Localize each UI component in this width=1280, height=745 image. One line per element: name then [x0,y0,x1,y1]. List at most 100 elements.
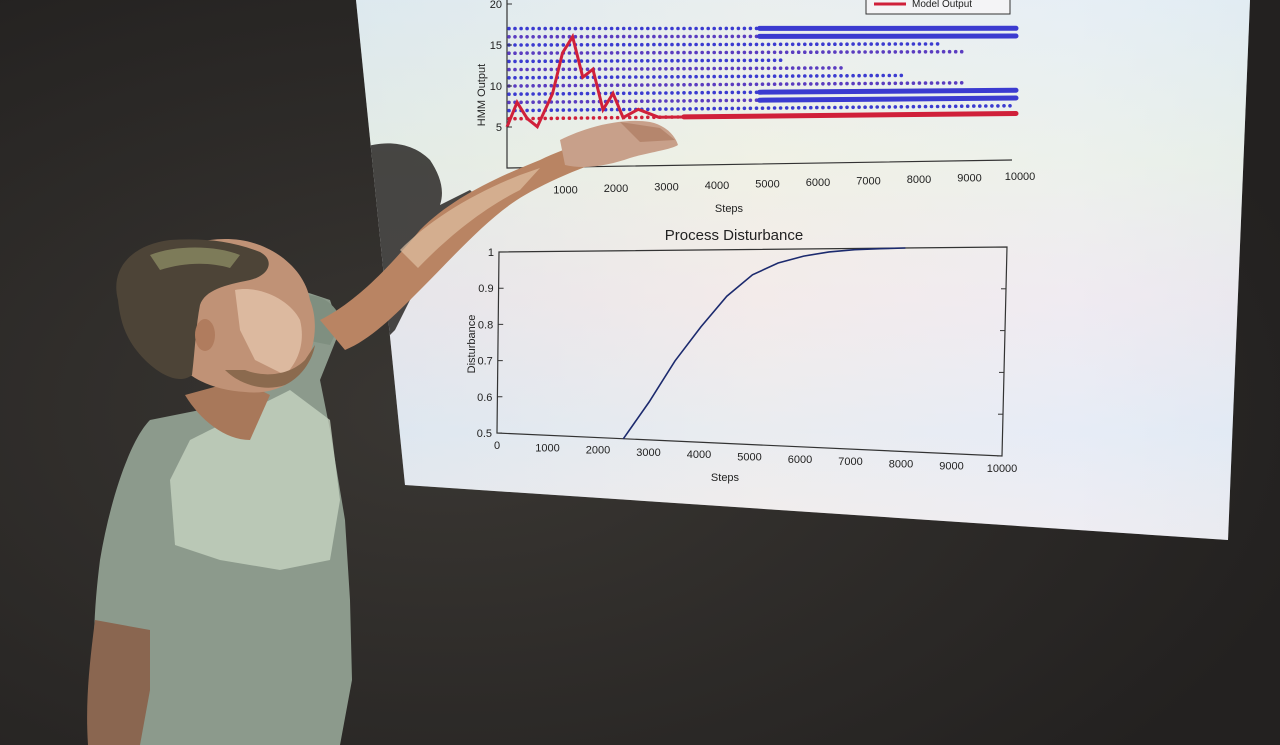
y-tick-label: 0.5 [477,428,492,440]
scatter-point [531,67,535,72]
scatter-point [573,91,578,96]
scatter-point [652,107,656,111]
scatter-point [627,83,632,87]
scatter-point [887,73,892,78]
scatter-point [537,67,541,72]
scatter-point [658,26,662,31]
scatter-point [543,26,547,31]
scatter-point [857,50,861,54]
scatter-point [851,50,855,54]
scatter-point [525,84,529,88]
scatter-point [688,34,692,39]
scatter-point [959,104,964,108]
scatter-point [736,66,741,71]
scatter-point [627,34,632,39]
scatter-point [760,74,765,79]
x-tick-label: 4000 [705,180,729,192]
scatter-point [549,108,554,112]
scatter-point [513,76,517,80]
scatter-point [507,92,511,96]
scatter-point [772,66,777,70]
scatter-point [682,26,686,31]
scatter-point [513,59,517,64]
scatter-point [821,82,825,86]
scatter-point [652,67,656,71]
scatter-point [627,42,632,47]
scatter-point [766,58,771,63]
model-output-line [505,32,1013,130]
scatter-point [519,75,523,80]
scatter-point [953,81,958,85]
scatter-point [567,116,572,120]
scatter-point [513,67,517,72]
scatter-point [718,50,723,55]
scatter-point [603,83,608,88]
scatter-point [833,66,837,70]
scatter-point [724,50,729,55]
scatter-point [887,50,892,54]
scatter-point [899,50,904,54]
scatter-point [561,26,566,31]
scatter-point [664,107,668,111]
scatter-point [778,50,783,55]
scatter-point [712,26,716,31]
x-tick-label: 0 [494,440,500,452]
scatter-point [519,26,523,31]
scatter-point [549,83,554,88]
scatter-point [507,100,511,105]
scatter-point [796,50,801,54]
scatter-point [640,99,644,103]
scatter-point [803,74,807,78]
scatter-point [621,107,626,112]
scatter-point [634,115,638,120]
scatter-point [658,59,662,63]
scatter-point [833,105,837,110]
presenter-ear [195,319,215,351]
y-tick-label: 20 [490,0,502,11]
x-tick-label: 1000 [535,442,559,454]
scatter-point [815,66,819,70]
scatter-point [875,42,879,46]
scatter-point [929,42,934,46]
scatter-point [742,82,747,87]
scatter-point [941,104,946,109]
scatter-point [736,106,741,111]
scatter-point [815,50,819,54]
scatter-point [875,73,879,78]
scatter-point [652,34,656,39]
scatter-point [591,116,596,120]
process-disturbance-chart: Process Disturbance 0 1000 2000 3000 4000 500… [466,227,1017,484]
scatter-point [845,81,849,86]
scatter-point [899,73,904,78]
x-tick-label: 6000 [806,177,830,189]
hmm-chart-frame [506,0,1013,169]
scatter-point [748,50,753,55]
scatter-point [760,58,765,63]
scatter-point [597,59,602,63]
scatter-point [567,83,572,88]
scatter-point [640,26,644,31]
scatter-point [827,105,831,110]
scatter-point [646,42,650,47]
scatter-point [537,35,541,39]
presenter [87,120,678,745]
scatter-point [724,98,729,103]
scatter-point [712,42,716,47]
scatter-point [796,82,801,86]
scatter-point [905,105,910,109]
scatter-point [688,99,692,103]
scatter-band [507,87,1019,96]
scatter-point [640,34,644,39]
scatter-point [833,81,837,86]
scatter-point [881,73,885,78]
scatter-point [712,74,716,79]
scatter-point [706,74,710,79]
scatter-point [627,75,632,79]
scatter-band [507,25,1019,31]
scatter-point [591,59,596,63]
scatter-point [766,42,771,47]
scatter-point [784,50,789,55]
scatter-point [531,26,535,31]
scatter-point [857,81,861,86]
scatter-point [634,51,638,55]
